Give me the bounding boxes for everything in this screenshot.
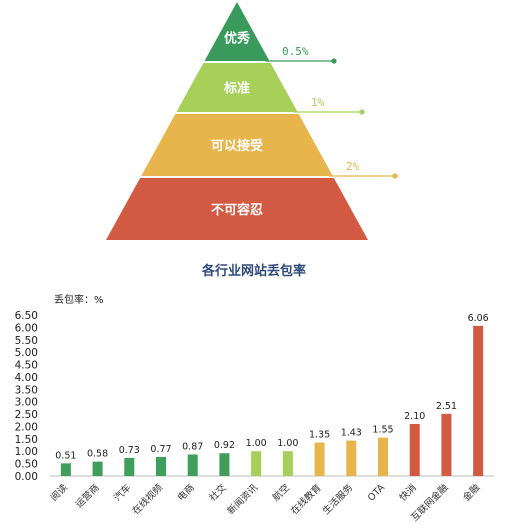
x-tick-label: 航空 (270, 482, 292, 504)
bar-value-label: 2.10 (404, 411, 425, 422)
bar-value-label: 2.51 (436, 401, 457, 412)
bar (409, 423, 420, 476)
bar (346, 440, 357, 476)
pyramid-level-4 (106, 178, 368, 240)
bar-value-label: 0.58 (87, 449, 108, 460)
bar (282, 451, 293, 476)
x-tick-label: 新闻资讯 (225, 481, 261, 517)
pyramid-level-label: 可以接受 (211, 138, 263, 154)
y-tick-label: 2.50 (15, 409, 38, 421)
pyramid-level-label: 优秀 (224, 31, 251, 47)
bar-value-label: 0.51 (55, 450, 76, 461)
pyramid-level-3 (141, 114, 333, 176)
y-tick-label: 1.50 (15, 434, 38, 446)
bar (60, 463, 71, 476)
bar-value-label: 0.77 (150, 444, 171, 455)
pyramid-rate-label: 1% (311, 96, 325, 109)
y-axis-label: 丢包率：% (54, 293, 104, 306)
bar-value-label: 1.55 (372, 425, 393, 436)
y-tick-label: 6.00 (15, 322, 38, 334)
x-tick-label: 阅读 (48, 481, 70, 503)
bar (156, 456, 166, 476)
bar-value-label: 1.43 (341, 428, 362, 439)
x-tick-label: OTA (366, 482, 388, 504)
y-tick-label: 5.50 (15, 335, 38, 347)
bar (251, 451, 262, 476)
bar-value-label: 6.06 (468, 313, 489, 324)
bar (92, 461, 103, 476)
pyramid-rate-label: 0.5% (282, 45, 309, 58)
x-tick-label: 金融 (460, 481, 482, 503)
chart-title: 各行业网站丢包率 (201, 263, 306, 279)
bar (441, 413, 452, 476)
quality-pyramid: 优秀 0.5% 标准 1% 可以接受 2% 不可容忍 (106, 2, 398, 240)
y-tick-label: 6.50 (15, 310, 38, 322)
bar-value-label: 1.00 (246, 438, 267, 449)
bar-value-label: 0.73 (119, 445, 140, 456)
bar (219, 453, 230, 476)
y-tick-label: 2.00 (15, 421, 38, 433)
y-tick-label: 4.50 (15, 360, 38, 372)
x-tick-label: 电商 (175, 482, 197, 504)
bar-value-label: 1.35 (309, 430, 330, 441)
bar-value-label: 0.87 (182, 441, 203, 452)
pyramid-rate-label: 2% (346, 160, 360, 173)
x-tick-label: 汽车 (111, 482, 133, 504)
pyramid-leader-dot (359, 109, 365, 115)
bar (473, 325, 484, 476)
pyramid-level-1 (204, 2, 270, 61)
bar (378, 437, 388, 476)
pyramid-leader-dot (392, 173, 398, 179)
x-tick-label: 快消 (397, 482, 419, 504)
pyramid-level-2 (176, 63, 298, 112)
bar (314, 442, 325, 476)
x-tick-label: 在线视频 (130, 481, 166, 517)
bar (187, 454, 198, 476)
y-tick-label: 4.00 (15, 372, 38, 384)
y-tick-label: 3.00 (15, 397, 38, 409)
y-tick-label: 0.50 (15, 459, 38, 471)
y-tick-label: 1.00 (15, 446, 38, 458)
y-tick-label: 5.00 (15, 347, 38, 359)
x-tick-label: 生活服务 (320, 481, 356, 517)
x-tick-label: 在线教育 (288, 482, 323, 517)
x-tick-label: 运营商 (73, 482, 102, 511)
x-tick-label: 社交 (207, 481, 229, 503)
bar-value-label: 1.00 (277, 438, 298, 449)
bar-value-label: 0.92 (214, 440, 235, 451)
pyramid-level-label: 标准 (223, 81, 250, 97)
bar (124, 457, 135, 476)
pyramid-leader-dot (331, 58, 337, 64)
y-tick-label: 0.00 (15, 471, 38, 483)
y-tick-label: 3.50 (15, 384, 38, 396)
pyramid-level-label: 不可容忍 (211, 202, 263, 218)
